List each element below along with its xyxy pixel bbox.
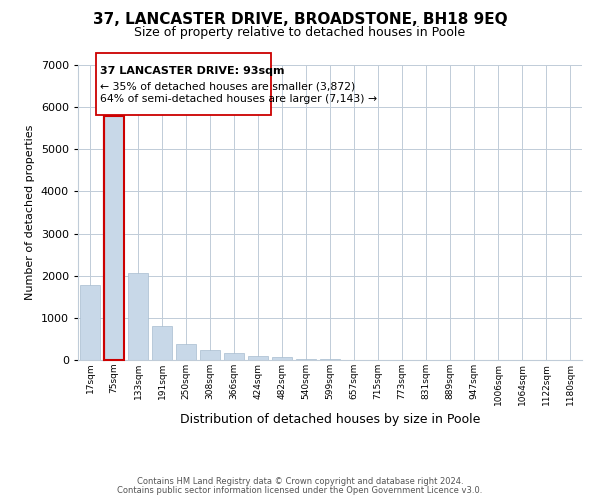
Bar [128,273,148,360]
Text: Contains HM Land Registry data © Crown copyright and database right 2024.: Contains HM Land Registry data © Crown c… [137,477,463,486]
Text: Size of property relative to detached houses in Poole: Size of property relative to detached ho… [134,26,466,39]
Bar [224,354,244,360]
X-axis label: Distribution of detached houses by size in Poole: Distribution of detached houses by size … [180,413,480,426]
Bar [200,350,220,360]
Text: 64% of semi-detached houses are larger (7,143) →: 64% of semi-detached houses are larger (… [100,94,377,104]
Text: 37 LANCASTER DRIVE: 93sqm: 37 LANCASTER DRIVE: 93sqm [100,66,284,76]
FancyBboxPatch shape [96,53,271,114]
Bar [176,344,196,360]
Bar [296,358,316,360]
Bar [152,326,172,360]
Bar [272,358,292,360]
Bar [104,116,124,360]
Text: ← 35% of detached houses are smaller (3,872): ← 35% of detached houses are smaller (3,… [100,81,355,91]
Bar [104,116,124,360]
Text: 37, LANCASTER DRIVE, BROADSTONE, BH18 9EQ: 37, LANCASTER DRIVE, BROADSTONE, BH18 9E… [92,12,508,28]
Text: Contains public sector information licensed under the Open Government Licence v3: Contains public sector information licen… [118,486,482,495]
Bar [248,356,268,360]
Y-axis label: Number of detached properties: Number of detached properties [25,125,35,300]
Bar [80,285,100,360]
